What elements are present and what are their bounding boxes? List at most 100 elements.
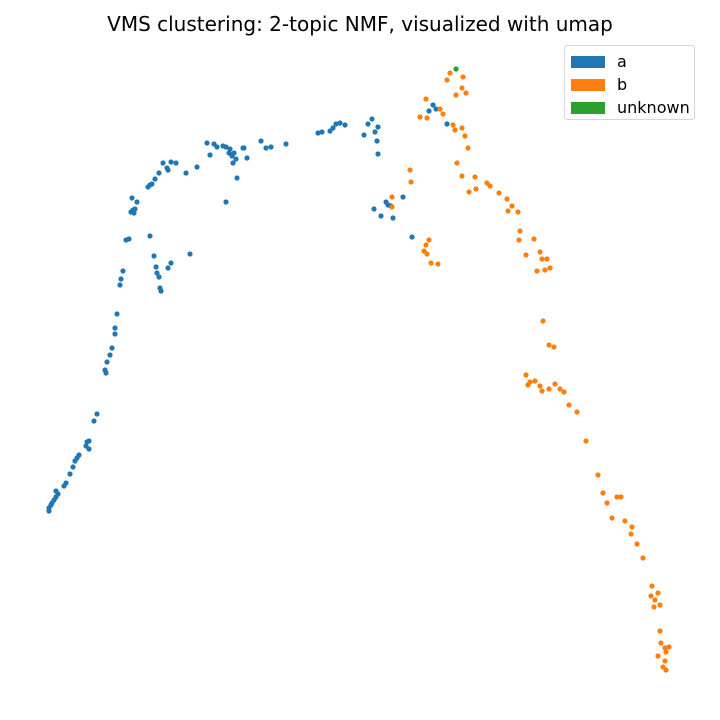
point-a-95 [430,102,436,108]
point-b-22 [487,183,493,189]
point-a-31 [120,268,126,274]
point-a-44 [156,170,162,176]
point-a-70 [268,144,274,150]
point-a-68 [258,138,264,144]
point-a-53 [207,152,213,158]
point-b-80 [407,167,413,173]
point-b-71 [657,628,663,634]
point-b-24 [504,196,510,202]
point-b-20 [473,186,479,192]
point-b-47 [546,386,552,392]
point-a-71 [283,141,289,147]
point-b-7 [453,92,459,98]
point-a-75 [330,125,336,131]
point-a-73 [319,129,325,135]
point-a-77 [337,120,343,126]
point-b-72 [658,640,664,646]
chart-title: VMS clustering: 2-topic NMF, visualized … [107,12,613,36]
point-a-39 [134,199,140,205]
point-b-53 [583,438,589,444]
point-a-59 [227,146,233,152]
point-a-87 [378,213,384,219]
point-a-84 [374,138,380,144]
point-b-23 [496,190,502,196]
point-a-99 [147,233,153,239]
point-b-26 [509,203,515,209]
point-a-101 [153,264,159,270]
point-a-76 [333,121,339,127]
point-b-16 [454,160,460,166]
point-a-86 [371,206,377,212]
point-a-103 [156,274,162,280]
point-a-93 [409,234,415,240]
point-a-78 [342,122,348,128]
point-b-77 [655,653,661,659]
point-b-46 [539,388,545,394]
point-a-45 [160,160,166,166]
point-a-22 [103,370,109,376]
point-b-44 [532,378,538,384]
point-b-28 [517,228,523,234]
point-b-61 [629,524,635,530]
point-a-9 [63,480,69,486]
point-b-55 [600,490,606,496]
point-b-54 [595,472,601,478]
point-b-9 [460,74,466,80]
point-b-0 [417,114,423,120]
point-a-14 [76,452,82,458]
point-b-43 [525,382,531,388]
point-a-97 [444,121,450,127]
point-b-70 [651,604,657,610]
point-a-10 [67,471,73,477]
point-b-82 [389,194,395,200]
point-a-106 [165,265,171,271]
point-b-19 [472,174,478,180]
point-a-37 [131,210,137,216]
point-b-89 [435,261,441,267]
point-a-92 [400,194,406,200]
point-b-36 [542,267,548,273]
point-a-28 [114,311,120,317]
point-a-62 [231,150,237,156]
legend-swatch-a [571,55,605,68]
point-a-107 [168,260,174,266]
point-a-96 [433,106,439,112]
point-b-64 [640,555,646,561]
point-b-88 [428,260,434,266]
point-b-66 [655,590,661,596]
point-a-51 [194,164,200,170]
point-b-58 [614,494,620,500]
series-b [389,70,672,673]
point-b-62 [628,531,634,537]
point-a-102 [154,270,160,276]
point-a-57 [223,144,229,150]
point-b-1 [424,115,430,121]
point-a-42 [149,181,155,187]
point-a-94 [426,108,432,114]
point-b-68 [652,597,658,603]
point-a-105 [158,288,164,294]
point-a-85 [375,151,381,157]
point-a-98 [223,199,229,205]
legend-label-b: b [617,75,628,94]
point-b-60 [622,518,628,524]
point-a-69 [263,145,269,151]
point-b-81 [408,179,414,185]
point-b-76 [662,658,668,664]
point-b-5 [444,77,450,83]
point-a-25 [109,345,115,351]
point-a-63 [233,156,239,162]
point-a-72 [315,130,321,136]
point-a-100 [151,253,157,259]
point-b-69 [657,602,663,608]
point-a-43 [152,176,158,182]
point-unknown-0 [453,66,459,72]
point-a-27 [112,325,118,331]
point-b-45 [537,383,543,389]
point-b-85 [426,237,432,243]
point-b-63 [634,541,640,547]
point-b-34 [544,256,550,262]
point-b-13 [459,125,465,131]
point-b-65 [649,583,655,589]
point-a-17 [86,446,92,452]
